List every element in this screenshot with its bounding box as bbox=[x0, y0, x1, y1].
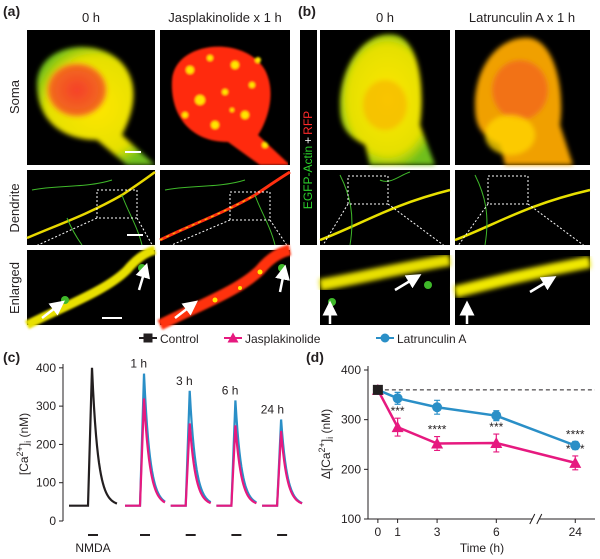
y-axis-label: Δ[Ca2+]i (nM) bbox=[317, 409, 335, 479]
image-enlarged bbox=[157, 244, 292, 330]
x-tick-label: 1 bbox=[394, 525, 401, 539]
image-dendrite bbox=[159, 170, 291, 246]
y-label-part: (nM) bbox=[319, 409, 333, 437]
panel-label: (b) bbox=[298, 3, 316, 19]
y-label-part: i bbox=[23, 441, 33, 443]
image-soma bbox=[160, 30, 290, 165]
column-header: Jasplakinolide x 1 h bbox=[168, 10, 281, 25]
y-tick-label: 400 bbox=[341, 363, 361, 377]
x-tick-label: 3 bbox=[434, 525, 441, 539]
image-soma bbox=[320, 30, 450, 165]
marker bbox=[490, 437, 503, 449]
time-label: 3 h bbox=[176, 374, 193, 388]
marker bbox=[143, 333, 153, 343]
x-tick-label: 0 bbox=[375, 525, 382, 539]
marker bbox=[392, 393, 403, 404]
column-header: 0 h bbox=[82, 10, 100, 25]
x-axis-label: Time (h) bbox=[460, 541, 504, 555]
y-tick-label: 300 bbox=[341, 413, 361, 427]
y-label-part: ] bbox=[17, 443, 31, 446]
marker bbox=[491, 410, 502, 421]
significance: *** bbox=[489, 420, 503, 434]
legend-label: Control bbox=[160, 332, 199, 346]
image-enlarged bbox=[453, 250, 592, 325]
column-header: 0 h bbox=[376, 10, 394, 25]
time-label: 1 h bbox=[130, 357, 147, 371]
trace bbox=[216, 400, 257, 507]
y-tick-label: 400 bbox=[36, 361, 56, 375]
stain-green: EGFP-Actin bbox=[301, 146, 315, 209]
stain-plus: + bbox=[301, 137, 315, 144]
stain-red: RFP bbox=[301, 111, 315, 135]
trace bbox=[69, 367, 118, 507]
marker bbox=[570, 440, 581, 451]
y-tick-label: 200 bbox=[341, 462, 361, 476]
marker bbox=[432, 402, 443, 413]
image-enlarged bbox=[318, 250, 451, 325]
row-label: Soma bbox=[7, 79, 22, 114]
image-dendrite bbox=[454, 170, 591, 246]
trace bbox=[216, 425, 257, 507]
trace bbox=[125, 398, 166, 507]
y-label-part: 2+ bbox=[317, 442, 327, 452]
y-tick-label: 0 bbox=[49, 514, 56, 528]
marker bbox=[227, 332, 239, 343]
trace bbox=[170, 423, 212, 507]
marker bbox=[391, 421, 404, 433]
panel-label: (d) bbox=[306, 349, 324, 365]
y-axis-label: [Ca2+]i (nM) bbox=[15, 413, 33, 475]
marker bbox=[431, 437, 444, 449]
trace bbox=[125, 373, 166, 507]
significance: **** bbox=[428, 423, 447, 437]
marker bbox=[380, 333, 390, 343]
image-soma bbox=[455, 30, 590, 165]
significance: *** bbox=[391, 404, 405, 418]
column-header: Latrunculin A x 1 h bbox=[469, 10, 575, 25]
row-label: Dendrite bbox=[7, 183, 22, 232]
time-label: 24 h bbox=[261, 403, 284, 417]
row-label: Enlarged bbox=[7, 262, 22, 314]
y-tick-label: 300 bbox=[36, 399, 56, 413]
stimulus-label: NMDA bbox=[75, 541, 110, 555]
axis-break bbox=[529, 513, 543, 525]
legend-label: Jasplakinolide bbox=[245, 332, 321, 346]
y-label-part: ] bbox=[319, 439, 333, 442]
x-tick-label: 24 bbox=[569, 525, 583, 539]
y-label-part: Δ[Ca bbox=[319, 452, 333, 479]
panel-label: (a) bbox=[3, 3, 20, 19]
legend-label: Latrunculin A bbox=[397, 332, 466, 346]
y-tick-label: 200 bbox=[36, 437, 56, 451]
zoom-lines bbox=[26, 203, 591, 251]
stain-strip bbox=[300, 30, 317, 245]
panel-label: (c) bbox=[3, 349, 20, 365]
image-enlarged bbox=[24, 245, 157, 330]
x-tick-label: 6 bbox=[493, 525, 500, 539]
y-tick-label: 100 bbox=[341, 512, 361, 526]
image-dendrite bbox=[26, 170, 156, 293]
series-line bbox=[377, 388, 576, 447]
image-soma bbox=[27, 30, 155, 165]
y-tick-label: 100 bbox=[36, 476, 56, 490]
stain-label: EGFP-Actin + RFP bbox=[301, 111, 315, 209]
y-label-part: (nM) bbox=[17, 413, 31, 441]
significance: **** bbox=[566, 428, 585, 442]
time-label: 6 h bbox=[222, 383, 239, 397]
image-dendrite bbox=[319, 170, 451, 246]
y-label-part: 2+ bbox=[15, 446, 25, 456]
y-label-part: i bbox=[325, 437, 335, 439]
marker bbox=[569, 456, 582, 468]
marker bbox=[372, 384, 383, 395]
y-label-part: [Ca bbox=[17, 456, 31, 475]
trace bbox=[170, 390, 212, 507]
trace bbox=[262, 430, 303, 507]
